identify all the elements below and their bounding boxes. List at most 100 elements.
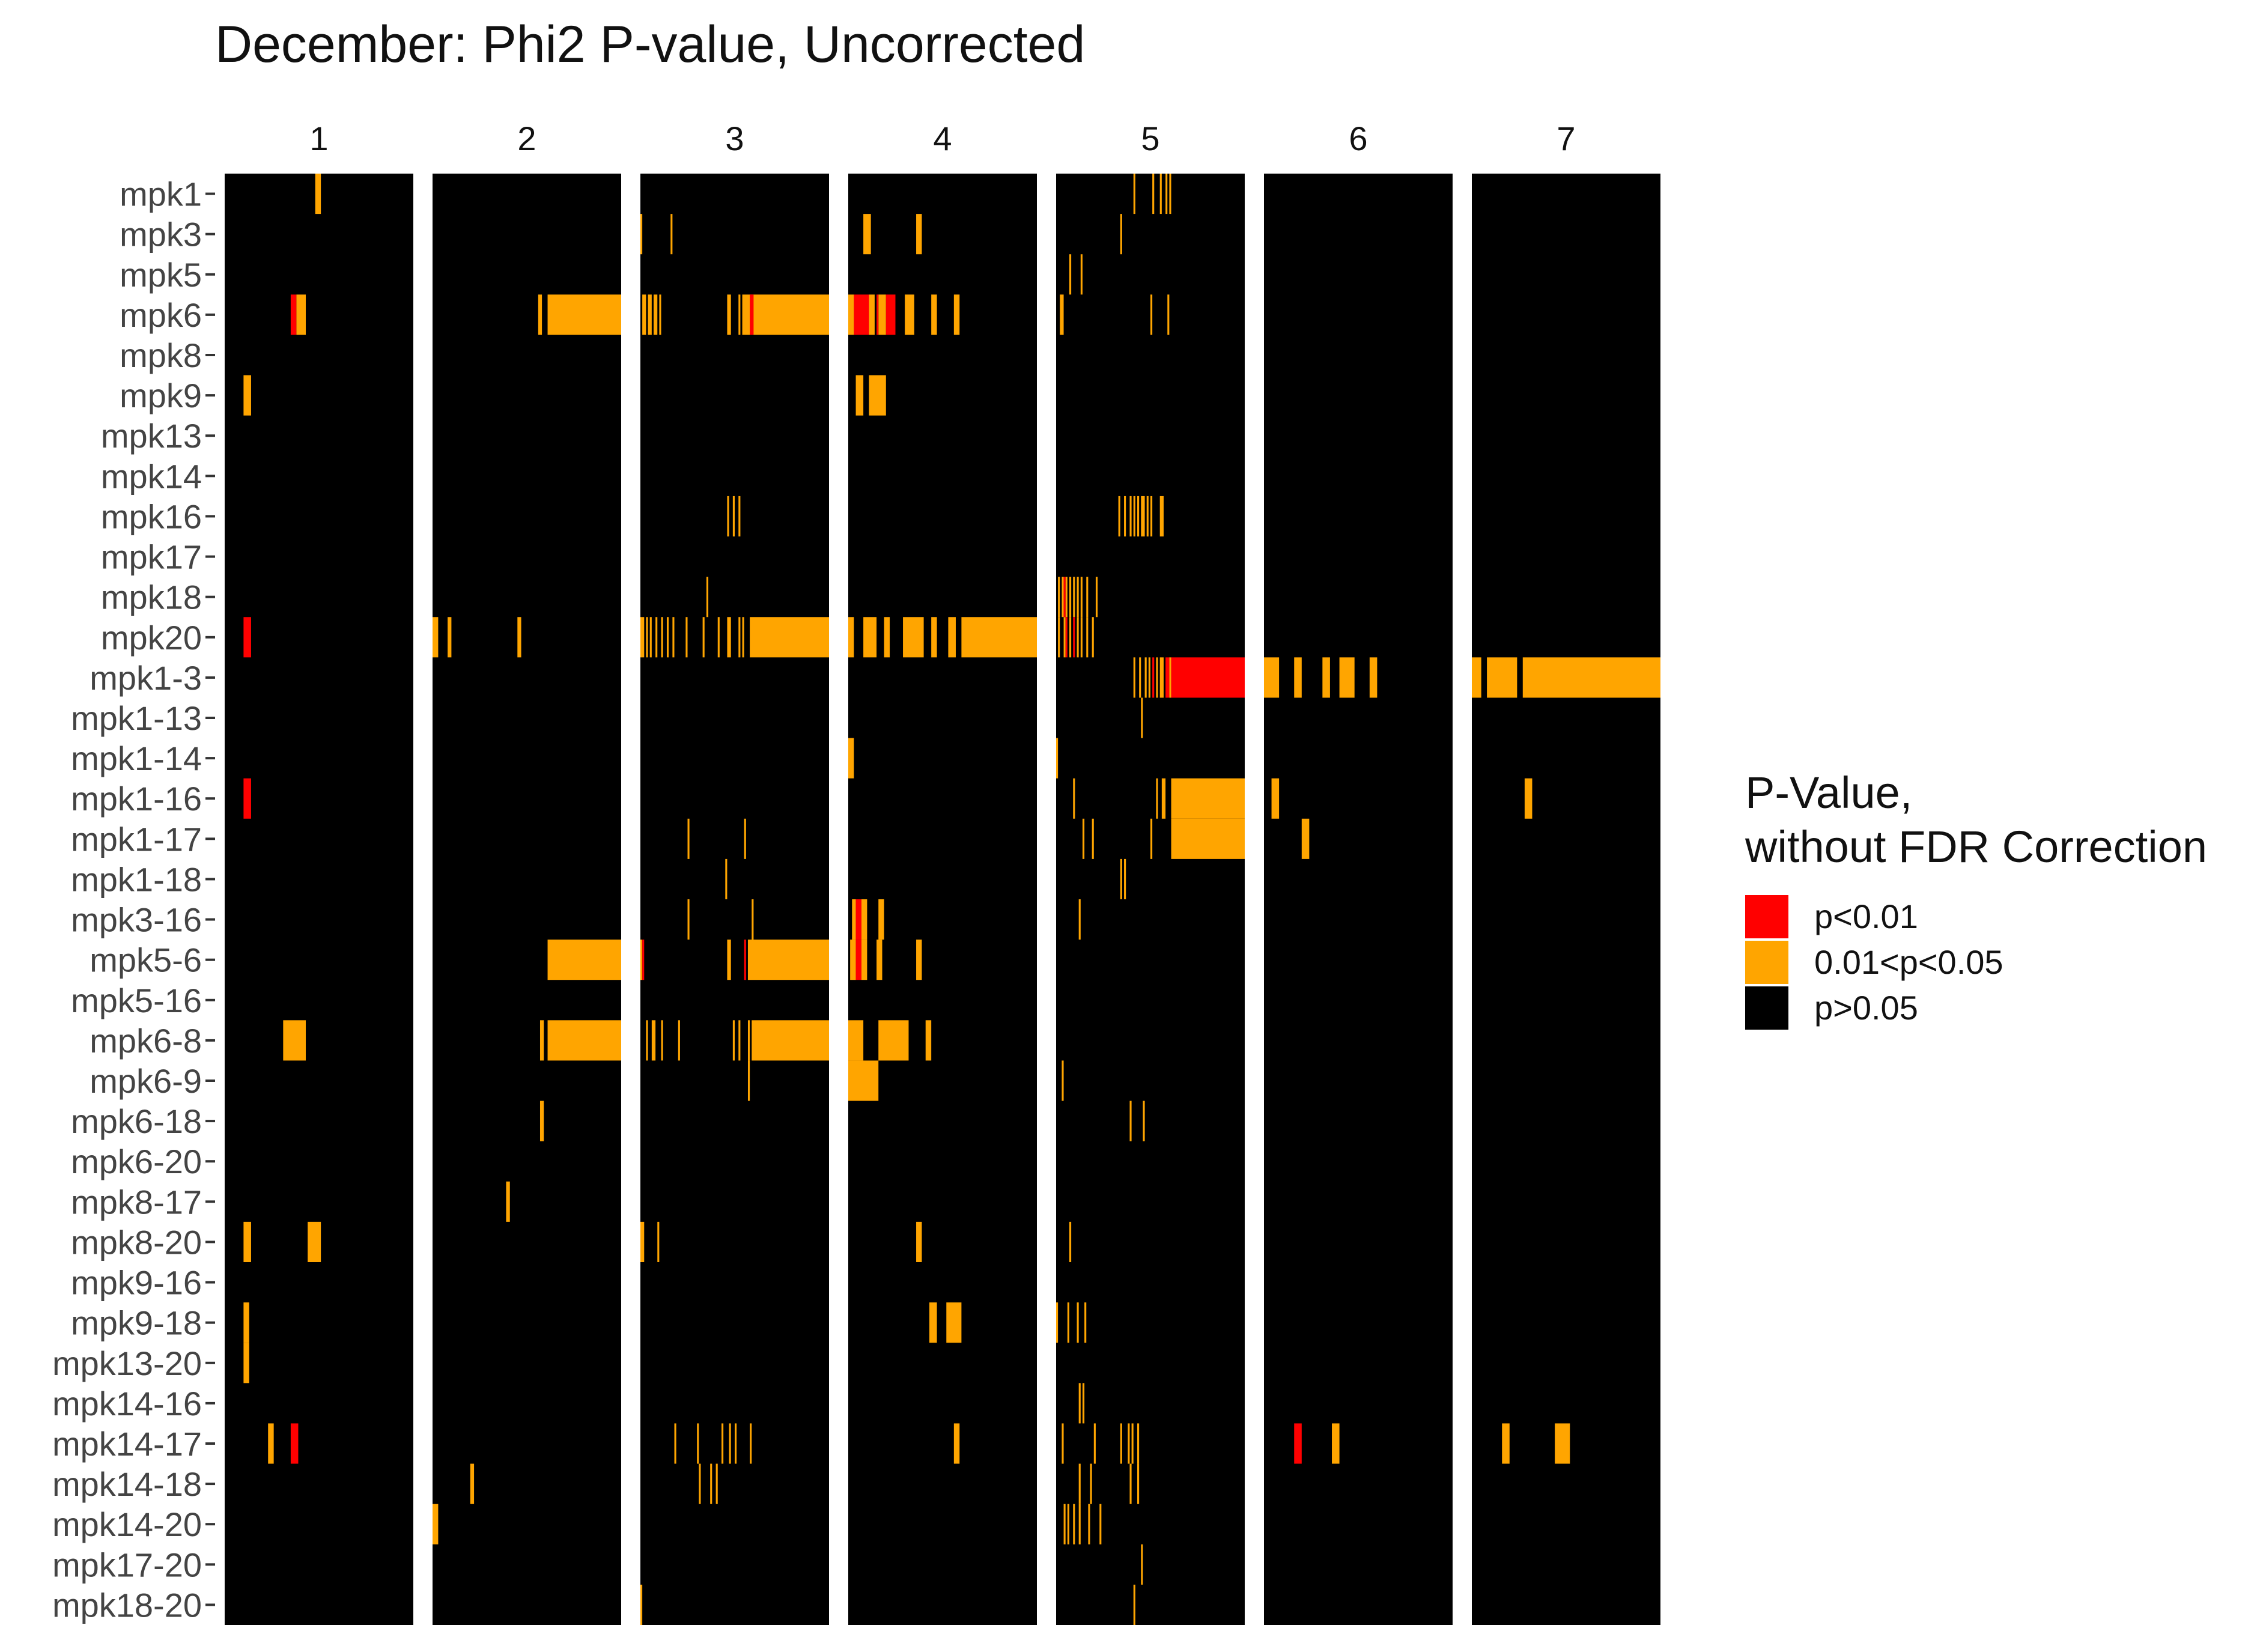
heatmap-cell (1058, 617, 1060, 658)
facet-cells-3 (640, 214, 829, 1625)
heatmap-cell (848, 294, 854, 335)
legend-label: 0.01<p<0.05 (1814, 943, 2003, 981)
heatmap-cell (243, 1221, 251, 1262)
heatmap-cell (738, 1020, 741, 1061)
heatmap-cell (946, 1302, 962, 1343)
heatmap-cell (854, 294, 869, 335)
heatmap-cell (646, 617, 648, 658)
heatmap-cell (735, 1423, 737, 1464)
facet-cells-7 (1472, 657, 1660, 1464)
heatmap-cell (1080, 577, 1083, 618)
heatmap-cell (649, 617, 652, 658)
heatmap-cell (685, 617, 688, 658)
heatmap-cell (1063, 577, 1066, 618)
heatmap-cell (1332, 1423, 1340, 1464)
heatmap-cell (747, 1020, 750, 1061)
heatmap-cell (861, 899, 867, 940)
heatmap-cell (670, 214, 673, 255)
heatmap-cell (642, 940, 645, 980)
heatmap-cell (646, 1020, 648, 1061)
heatmap-cell (852, 899, 856, 940)
heatmap-cell (539, 1101, 544, 1141)
heatmap-cell (1078, 1504, 1081, 1544)
chart-title: December: Phi2 P-value, Uncorrected (215, 16, 1085, 73)
heatmap-cell (1137, 1423, 1140, 1464)
heatmap-cell (1139, 657, 1141, 698)
heatmap-cell (706, 577, 709, 618)
heatmap-cell (1120, 858, 1122, 899)
heatmap-cell (1082, 818, 1085, 859)
heatmap-cell (727, 496, 729, 536)
heatmap-cell (243, 375, 251, 416)
heatmap-cell (1294, 1423, 1302, 1464)
heatmap-cell (640, 214, 643, 255)
heatmap-cell (1171, 657, 1245, 698)
heatmap-cell (925, 1020, 932, 1061)
heatmap-cell (1088, 1504, 1090, 1544)
heatmap-cell (953, 294, 960, 335)
heatmap-cell (1063, 1504, 1066, 1544)
heatmap-cell (702, 617, 705, 658)
heatmap-cell (1148, 657, 1150, 698)
y-tick-label: mpk13-20 (52, 1344, 202, 1382)
y-tick-label: mpk5-6 (90, 941, 202, 979)
heatmap-cell (1069, 254, 1072, 295)
y-tick-label: mpk6 (120, 296, 202, 334)
heatmap-cell (539, 1020, 544, 1061)
y-tick-label: mpk14-17 (52, 1425, 202, 1463)
heatmap-cell (517, 617, 521, 658)
heatmap-cell (848, 1020, 864, 1061)
heatmap-cell (948, 617, 956, 658)
heatmap-cell (1120, 1423, 1122, 1464)
heatmap-cell (1062, 1060, 1064, 1101)
legend-entries: p<0.01 0.01<p<0.05 p>0.05 (1745, 895, 2003, 1030)
facet-label-6: 6 (1349, 120, 1367, 157)
y-tick-label: mpk1 (120, 175, 202, 213)
heatmap-cell (1141, 697, 1143, 738)
heatmap-cell (1152, 174, 1155, 214)
heatmap-cell (752, 899, 754, 940)
heatmap-cell (1301, 818, 1310, 859)
y-tick-label: mpk6-8 (90, 1022, 202, 1060)
legend-title-line1: P-Value, (1745, 768, 1912, 818)
heatmap-cell (1159, 174, 1162, 214)
heatmap-cell (1137, 496, 1140, 536)
heatmap-cell (1133, 657, 1135, 698)
heatmap-cell (661, 1020, 663, 1061)
heatmap-cell (1065, 577, 1068, 618)
heatmap-cell (1099, 1504, 1102, 1544)
heatmap-cell (929, 1302, 937, 1343)
y-tick-label: mpk1-18 (71, 860, 202, 898)
facet-panel-5: 5 (1056, 120, 1245, 1625)
facet-cells-6 (1264, 657, 1378, 1464)
heatmap-cell (1150, 496, 1153, 536)
heatmap-cell (1073, 577, 1075, 618)
y-tick-label: mpk13 (101, 417, 202, 455)
heatmap-cell (869, 375, 886, 416)
facet-background-7 (1472, 174, 1660, 1625)
heatmap-cell (905, 294, 914, 335)
heatmap-cell (1159, 657, 1164, 698)
y-tick-label: mpk5-16 (71, 982, 202, 1019)
heatmap-cell (1271, 778, 1280, 819)
heatmap-cell (666, 617, 669, 658)
heatmap-cell (674, 1423, 676, 1464)
heatmap-cell (1062, 577, 1064, 618)
heatmap-cell (1095, 577, 1098, 618)
y-tick-label: mpk18 (101, 579, 202, 616)
y-tick-label: mpk18-20 (52, 1586, 202, 1624)
heatmap-cell (855, 375, 864, 416)
heatmap-cell (1137, 1463, 1140, 1504)
heatmap-cell (855, 899, 861, 940)
heatmap-cell (1133, 496, 1135, 536)
heatmap-cell (878, 294, 886, 335)
heatmap-cell (1078, 1463, 1081, 1504)
heatmap-cell (1063, 617, 1066, 658)
y-tick-label: mpk9-18 (71, 1304, 202, 1342)
heatmap-cell (717, 617, 720, 658)
heatmap-cell (448, 617, 452, 658)
heatmap-cell (1165, 174, 1168, 214)
heatmap-cell (657, 1221, 660, 1262)
heatmap-cell (1065, 617, 1068, 658)
